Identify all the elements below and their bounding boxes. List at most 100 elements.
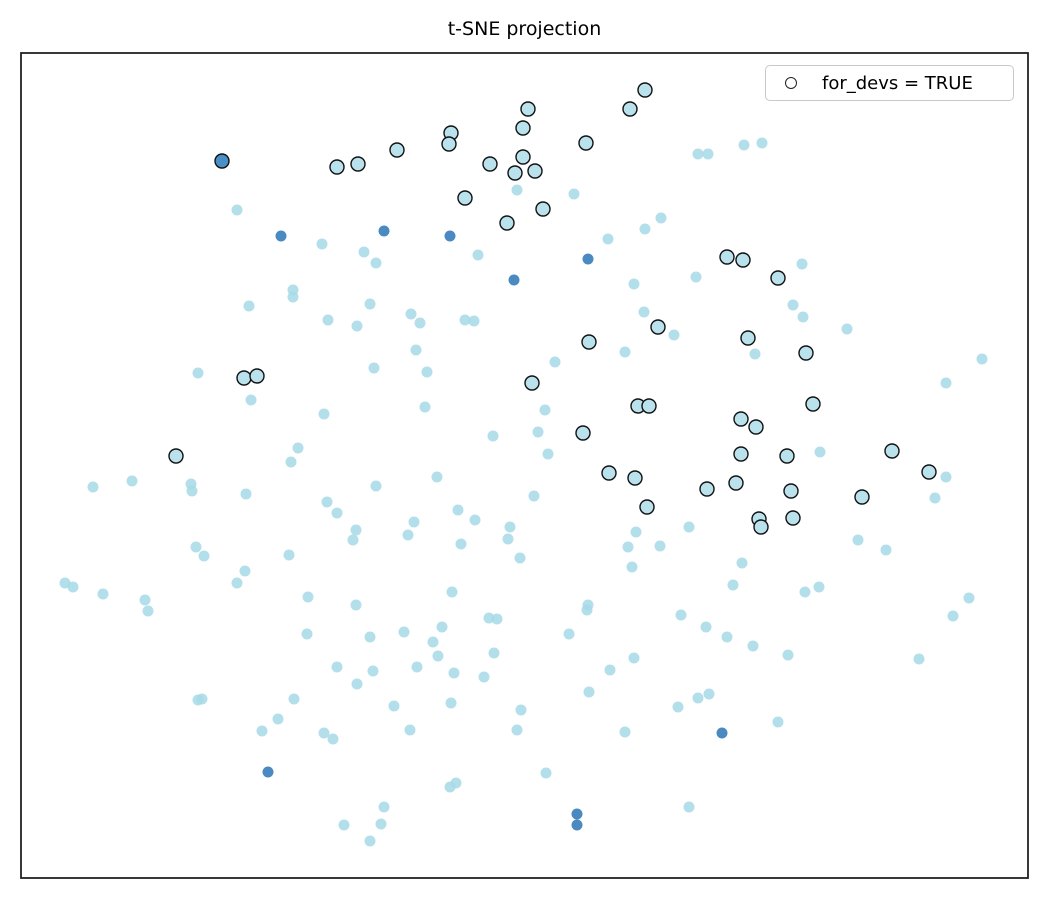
data-point-plain-light bbox=[459, 314, 471, 326]
data-point-plain-light bbox=[142, 605, 154, 617]
data-point-plain-light bbox=[331, 661, 343, 673]
data-point-devs-light bbox=[884, 443, 900, 459]
data-point-plain-light bbox=[186, 485, 198, 497]
data-point-plain-light bbox=[787, 299, 799, 311]
data-point-plain-dark bbox=[378, 225, 390, 237]
data-point-plain-light bbox=[504, 521, 516, 533]
data-point-devs-dark bbox=[214, 153, 230, 169]
data-point-plain-light bbox=[675, 609, 687, 621]
data-point-plain-light bbox=[797, 311, 809, 323]
data-point-plain-light bbox=[727, 579, 739, 591]
data-point-plain-light bbox=[703, 688, 715, 700]
data-point-devs-light bbox=[524, 375, 540, 391]
data-point-plain-light bbox=[404, 724, 416, 736]
data-point-plain-light bbox=[243, 300, 255, 312]
data-point-devs-light bbox=[581, 334, 597, 350]
data-point-plain-light bbox=[772, 716, 784, 728]
data-point-plain-light bbox=[628, 652, 640, 664]
data-point-devs-light bbox=[499, 215, 515, 231]
data-point-plain-light bbox=[256, 725, 268, 737]
data-point-plain-light bbox=[668, 329, 680, 341]
data-point-plain-light bbox=[126, 475, 138, 487]
data-point-plain-light bbox=[549, 356, 561, 368]
data-point-plain-light bbox=[736, 557, 748, 569]
data-point-plain-light bbox=[316, 238, 328, 250]
data-point-plain-light bbox=[87, 481, 99, 493]
data-point-plain-dark bbox=[716, 727, 728, 739]
data-point-plain-light bbox=[301, 628, 313, 640]
data-point-plain-light bbox=[528, 490, 540, 502]
data-point-plain-light bbox=[683, 521, 695, 533]
data-point-plain-light bbox=[375, 818, 387, 830]
data-point-plain-dark bbox=[571, 808, 583, 820]
data-point-plain-light bbox=[947, 610, 959, 622]
data-point-devs-light bbox=[575, 425, 591, 441]
data-point-devs-light bbox=[637, 82, 653, 98]
axes-border bbox=[20, 52, 1029, 879]
data-point-plain-light bbox=[683, 801, 695, 813]
data-point-plain-light bbox=[455, 538, 467, 550]
data-point-plain-light bbox=[318, 408, 330, 420]
data-point-plain-light bbox=[472, 249, 484, 261]
data-point-plain-light bbox=[350, 524, 362, 536]
data-point-plain-light bbox=[196, 693, 208, 705]
data-point-plain-light bbox=[655, 212, 667, 224]
data-point-plain-light bbox=[738, 139, 750, 151]
data-point-plain-light bbox=[231, 577, 243, 589]
data-point-plain-light bbox=[231, 204, 243, 216]
data-point-devs-light bbox=[854, 489, 870, 505]
data-point-devs-light bbox=[733, 411, 749, 427]
chart-title: t-SNE projection bbox=[447, 18, 602, 40]
data-point-plain-light bbox=[469, 514, 481, 526]
data-point-plain-light bbox=[351, 678, 363, 690]
data-point-plain-light bbox=[487, 430, 499, 442]
data-point-plain-light bbox=[446, 586, 458, 598]
data-point-plain-light bbox=[411, 661, 423, 673]
data-point-plain-dark bbox=[444, 230, 456, 242]
data-point-devs-light bbox=[641, 398, 657, 414]
data-point-devs-light bbox=[798, 345, 814, 361]
data-point-plain-light bbox=[813, 581, 825, 593]
data-point-plain-light bbox=[421, 366, 433, 378]
data-point-plain-light bbox=[511, 724, 523, 736]
data-point-devs-light bbox=[785, 510, 801, 526]
data-point-plain-light bbox=[690, 271, 702, 283]
data-point-devs-light bbox=[740, 330, 756, 346]
data-point-plain-light bbox=[638, 306, 650, 318]
data-point-plain-light bbox=[239, 565, 251, 577]
data-point-plain-light bbox=[367, 665, 379, 677]
data-point-devs-light bbox=[805, 396, 821, 412]
data-point-plain-light bbox=[749, 348, 761, 360]
data-point-plain-light bbox=[692, 692, 704, 704]
data-point-plain-light bbox=[692, 148, 704, 160]
data-point-plain-light bbox=[327, 733, 339, 745]
data-point-plain-light bbox=[419, 401, 431, 413]
data-point-plain-light bbox=[929, 492, 941, 504]
data-point-devs-light bbox=[733, 446, 749, 462]
data-point-plain-light bbox=[626, 561, 638, 573]
data-point-devs-light bbox=[329, 159, 345, 175]
data-point-plain-light bbox=[602, 233, 614, 245]
data-point-plain-light bbox=[619, 346, 631, 358]
legend: for_devs = TRUE bbox=[765, 65, 1014, 101]
data-point-devs-light bbox=[921, 464, 937, 480]
data-point-plain-light bbox=[347, 534, 359, 546]
data-point-devs-light bbox=[748, 419, 764, 435]
data-point-devs-light bbox=[601, 465, 617, 481]
data-point-plain-light bbox=[272, 713, 284, 725]
data-point-plain-light bbox=[368, 362, 380, 374]
data-point-plain-light bbox=[378, 801, 390, 813]
data-point-plain-dark bbox=[571, 819, 583, 831]
data-point-devs-light bbox=[168, 448, 184, 464]
data-point-plain-light bbox=[351, 320, 363, 332]
data-point-plain-light bbox=[700, 621, 712, 633]
data-point-plain-light bbox=[502, 533, 514, 545]
data-point-plain-light bbox=[408, 516, 420, 528]
data-point-devs-light bbox=[753, 519, 769, 535]
data-point-devs-light bbox=[735, 252, 751, 268]
data-point-plain-light bbox=[940, 377, 952, 389]
data-point-plain-light bbox=[913, 653, 925, 665]
data-point-plain-light bbox=[285, 456, 297, 468]
data-point-plain-light bbox=[452, 504, 464, 516]
